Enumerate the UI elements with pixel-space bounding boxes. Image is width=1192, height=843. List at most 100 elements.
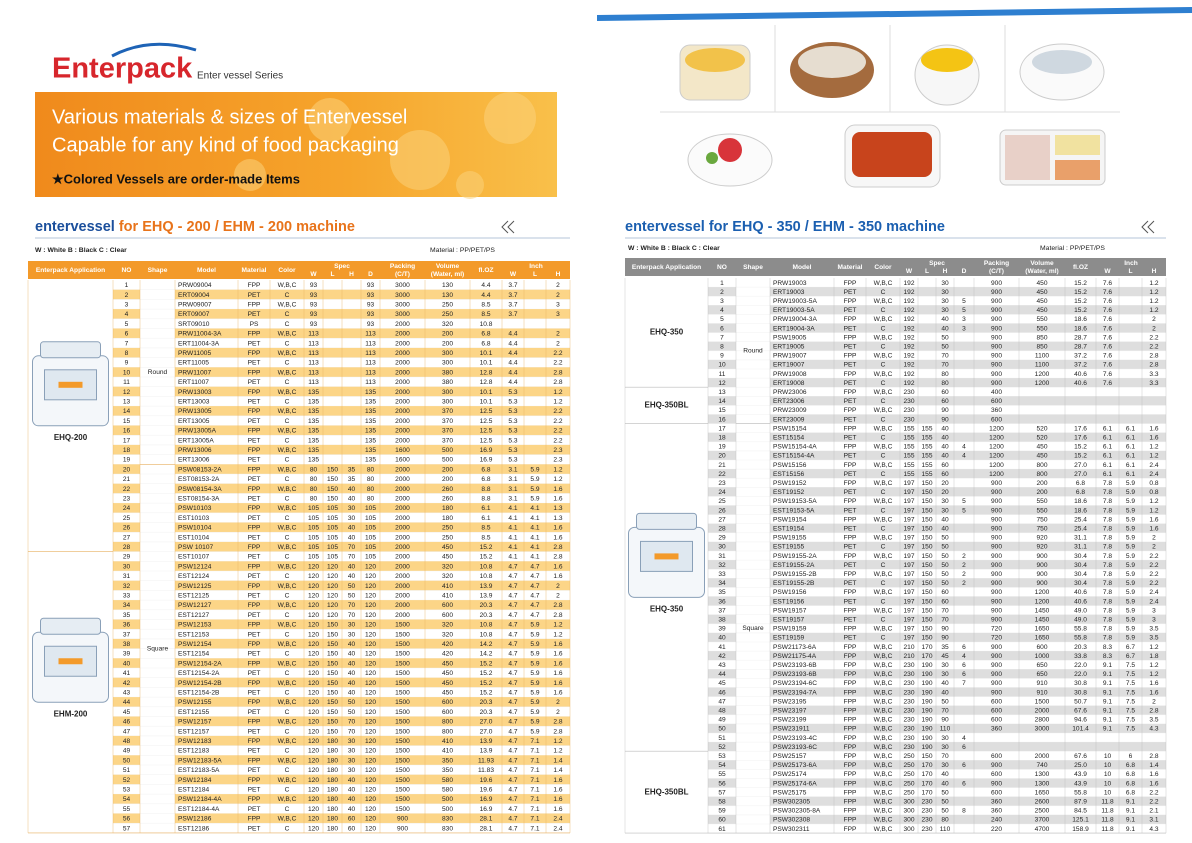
cell: 8 [720,344,724,351]
cell: 4.7 [508,806,517,813]
cell: 370 [442,428,453,435]
cell: 31 [123,573,131,580]
cell: FPP [248,282,261,289]
application-label: EHQ-350 [650,328,684,337]
cell: 2.8 [553,728,562,735]
cell: 33 [123,593,131,600]
cell: 19 [123,457,131,464]
cell: 120 [365,602,376,609]
machine-illustration [628,512,705,598]
cell: FPP [844,698,857,705]
cell: 600 [991,717,1002,724]
cell: 35 [348,466,356,473]
cell: 70 [348,544,356,551]
cell: 300 [903,826,914,833]
cell: W,B,C [278,302,297,309]
cell: 1.2 [1149,444,1158,451]
row-stripe [175,406,570,416]
cell: 1.2 [1149,307,1158,314]
row-stripe [113,774,140,785]
cell: ERT19003 [773,289,805,296]
cell: 230 [903,407,914,414]
cell: EST08153-2A [178,476,220,483]
cell: EST12125 [178,593,209,600]
cell: 18.6 [1074,498,1087,505]
cell: ERT13006 [178,457,210,464]
cell: PRW11005 [178,350,211,357]
cell: 37 [718,607,726,614]
cell: 7.5 [1126,680,1135,687]
cell: 120 [365,680,376,687]
row-stripe [770,651,1166,661]
row-stripe [113,483,140,494]
cell: 105 [308,515,319,522]
cell: 4.4 [481,292,490,299]
cell: 150 [327,496,338,503]
cell: 4.7 [530,593,539,600]
cell: 135 [308,457,319,464]
cell: PET [248,437,261,444]
cell: 9.1 [1126,808,1135,815]
cell: 22.0 [1074,662,1087,669]
cell: 120 [365,670,376,677]
cell: 7.1 [530,767,539,774]
cell: C [881,471,886,478]
machine-top [40,617,101,635]
cell: EST10107 [178,554,209,561]
row-stripe [113,716,140,727]
cell: 17 [718,425,726,432]
cell: 6 [962,671,966,678]
cell: 93 [367,321,375,328]
row-stripe [770,505,1166,515]
cell: 1.6 [1149,771,1158,778]
cell: 4.4 [508,340,517,347]
cell: PSW19156 [773,589,807,596]
cell: W,B,C [874,480,893,487]
cell: EST10103 [178,515,209,522]
cell: 2000 [395,350,410,357]
cell: 190 [921,726,932,733]
cell: EST12154 [178,651,209,658]
cell: 93 [367,302,375,309]
cell: C [285,399,290,406]
title-rest: for EHQ - 350 / EHM - 350 machine [709,219,945,235]
cell: 30 [348,757,356,764]
row-stripe [708,359,736,369]
cell: 135 [365,428,376,435]
cell: 900 [1036,553,1047,560]
cell: 300 [442,399,453,406]
cell: 50 [941,544,949,551]
cell: 36 [718,598,726,605]
cell: 30 [941,507,949,514]
cell: 25.4 [1074,526,1087,533]
cell: PSW19005 [773,334,807,341]
cell: 5.9 [530,670,539,677]
cell: 2 [1152,544,1156,551]
cell: 11.8 [1101,826,1114,833]
column-header: Color [874,264,892,271]
cell: 4 [962,735,966,742]
cell: ERT23006 [773,398,805,405]
cell: 230 [903,398,914,405]
cell: 6 [962,644,966,651]
cell: 1500 [395,767,410,774]
row-stripe [175,541,570,552]
cell: FPP [248,350,261,357]
cell: C [881,380,886,387]
cell: FPP [844,516,857,523]
column-header: fl.OZ [478,267,493,274]
cell: 2000 [395,612,410,619]
cell: 9.1 [1103,708,1112,715]
cell: 7 [720,334,724,341]
cell: 46 [718,689,726,696]
cell: 5.9 [1126,635,1135,642]
row-stripe [113,406,140,416]
cell: W,B,C [874,589,893,596]
column-subheader: L [330,271,334,278]
cell: 43 [123,690,131,697]
cell: PSW19155 [773,535,807,542]
row-stripe [113,289,140,300]
cell: 2000 [1035,708,1050,715]
cell: 43.9 [1074,771,1087,778]
cell: 1500 [395,680,410,687]
